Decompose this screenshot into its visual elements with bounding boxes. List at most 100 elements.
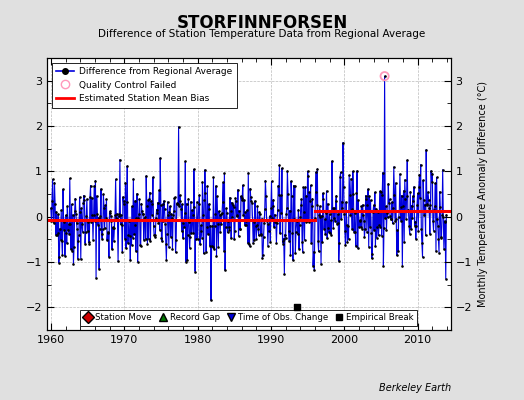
Point: [427, 202, 435, 208]
Point: [320, 226, 329, 232]
Point: [290, 216, 298, 222]
Point: [224, 218, 232, 224]
Point: [348, 168, 357, 174]
Point: [183, 257, 191, 263]
Point: [314, 248, 323, 254]
Point: [128, 203, 136, 210]
Point: [318, 212, 326, 219]
Point: [281, 231, 289, 238]
Point: [297, 196, 305, 202]
Point: [90, 183, 99, 189]
Point: [341, 228, 349, 235]
Point: [342, 199, 351, 205]
Point: [297, 202, 305, 209]
Point: [308, 203, 316, 209]
Point: [112, 176, 120, 182]
Point: [53, 232, 61, 238]
Point: [142, 173, 150, 179]
Point: [195, 192, 204, 198]
Point: [163, 199, 172, 205]
Point: [101, 225, 109, 232]
Point: [49, 218, 58, 225]
Point: [182, 200, 191, 207]
Point: [138, 211, 147, 217]
Point: [138, 207, 146, 214]
Point: [71, 208, 79, 214]
Point: [361, 226, 369, 232]
Point: [135, 210, 143, 217]
Point: [383, 210, 391, 216]
Point: [329, 205, 337, 211]
Point: [325, 210, 334, 217]
Point: [127, 242, 136, 248]
Point: [336, 169, 345, 176]
Point: [354, 245, 362, 251]
Point: [69, 212, 77, 218]
Point: [202, 248, 210, 255]
Point: [218, 210, 226, 216]
Point: [355, 223, 363, 230]
Point: [155, 187, 163, 193]
Point: [111, 212, 119, 218]
Point: [270, 224, 278, 230]
Point: [87, 218, 95, 225]
Point: [143, 241, 151, 247]
Point: [413, 201, 421, 208]
Point: [409, 193, 417, 199]
Point: [293, 218, 301, 224]
Point: [431, 203, 439, 209]
Point: [293, 231, 302, 238]
Point: [169, 212, 177, 218]
Point: [241, 222, 249, 228]
Point: [250, 237, 259, 244]
Point: [304, 218, 313, 225]
Point: [172, 236, 180, 243]
Point: [424, 189, 432, 195]
Point: [116, 156, 124, 163]
Point: [67, 246, 75, 252]
Point: [395, 208, 403, 214]
Point: [91, 178, 100, 184]
Point: [205, 201, 213, 207]
Point: [98, 236, 106, 242]
Point: [199, 212, 208, 218]
Point: [73, 226, 81, 232]
Point: [119, 201, 128, 208]
Point: [339, 139, 347, 146]
Point: [316, 213, 325, 220]
Point: [83, 228, 92, 234]
Point: [291, 250, 300, 257]
Point: [203, 183, 212, 189]
Point: [319, 190, 327, 196]
Point: [289, 257, 297, 264]
Point: [390, 192, 399, 198]
Point: [311, 189, 320, 195]
Point: [322, 210, 330, 216]
Point: [123, 199, 131, 205]
Point: [286, 252, 294, 258]
Point: [128, 234, 137, 241]
Point: [84, 239, 93, 245]
Point: [414, 184, 423, 190]
Point: [54, 260, 63, 266]
Point: [82, 228, 90, 235]
Point: [77, 205, 85, 212]
Point: [150, 232, 158, 238]
Point: [286, 207, 294, 214]
Point: [326, 217, 335, 224]
Point: [390, 164, 398, 170]
Point: [231, 228, 239, 234]
Point: [241, 209, 249, 215]
Point: [237, 193, 245, 200]
Point: [314, 238, 322, 245]
Point: [311, 214, 319, 221]
Point: [252, 222, 260, 229]
Point: [309, 263, 318, 269]
Point: [190, 204, 199, 210]
Point: [107, 218, 116, 224]
Point: [227, 235, 235, 242]
Point: [348, 226, 356, 232]
Point: [178, 201, 187, 208]
Point: [168, 215, 176, 222]
Point: [277, 192, 285, 198]
